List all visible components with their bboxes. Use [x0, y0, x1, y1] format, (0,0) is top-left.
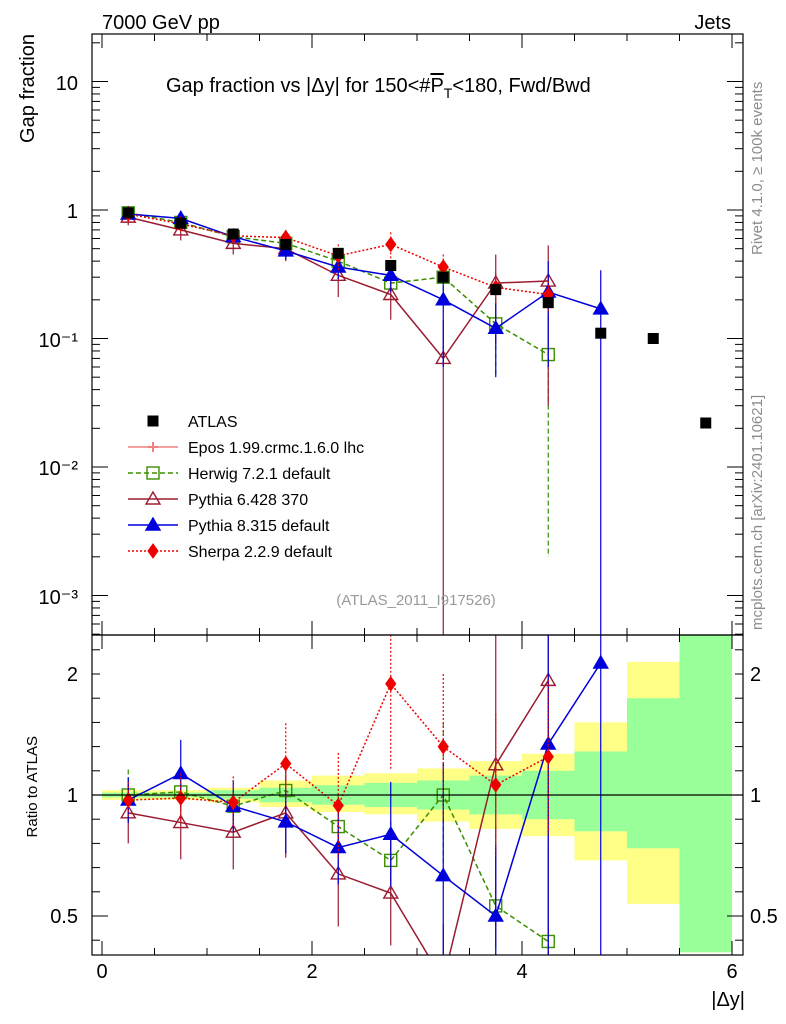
pythia-8-315-default-ratio-point	[277, 813, 294, 828]
pythia-8-315-default-point	[487, 319, 504, 335]
sherpa-2-2-9-default-ratio-point	[332, 797, 344, 814]
legend-marker-pythia-6-428-370	[144, 490, 162, 505]
chart-title: Gap fraction vs |Δy| for 150<#PT<180, Fw…	[166, 75, 591, 101]
sherpa-2-2-9-default-ratio-point	[385, 675, 397, 692]
pythia-8-315-default-ratio-point	[172, 765, 189, 780]
mcplots-source-label: mcplots.cern.ch [arXiv:2401.10621]	[749, 395, 766, 630]
pythia-6-428-370-ratio-point	[436, 974, 450, 986]
atlas-data-point	[647, 333, 659, 344]
atlas-data-point	[175, 217, 187, 229]
legend-label-atlas: ATLAS	[188, 414, 238, 431]
x-tick-label-6: 6	[726, 961, 737, 983]
sherpa-2-2-9-default-ratio-point	[122, 792, 134, 808]
y-tick-label-1e-1: 10⁻¹	[39, 330, 79, 352]
atlas-data-point	[385, 259, 397, 271]
pythia-6-428-370-ratio-point	[225, 823, 242, 838]
pythia-8-315-default-ratio-point	[592, 654, 609, 669]
rivet-version-label: Rivet 4.1.0, ≥ 100k events	[749, 82, 766, 255]
pythia-8-315-default-point	[435, 291, 452, 306]
atlas-data-point	[700, 417, 712, 429]
atlas-data-point	[437, 271, 449, 283]
chart-title-suffix: <180, Fwd/Bwd	[452, 75, 590, 97]
sherpa-2-2-9-default-ratio-point	[542, 748, 554, 765]
header-energy-label: 7000 GeV pp	[102, 12, 220, 34]
pythia-8-315-default-line	[128, 213, 601, 330]
legend-label-herwig: Herwig 7.2.1 default	[188, 466, 331, 483]
y-axis-title-top: Gap fraction	[17, 34, 39, 143]
legend-label-pythia8: Pythia 8.315 default	[188, 518, 330, 535]
legend-marker-sherpa-2-2-9-default	[147, 543, 159, 559]
sherpa-2-2-9-default-point	[385, 236, 397, 253]
sherpa-2-2-9-default-ratio-point	[227, 794, 239, 811]
atlas-data-point	[122, 207, 134, 219]
atlas-data-point	[332, 247, 344, 259]
atlas-data-point	[227, 228, 239, 240]
pythia-8-315-default-ratio-line	[127, 662, 602, 918]
pythia-6-428-370-point	[172, 221, 189, 236]
band-green-bin	[679, 635, 732, 953]
atlas-data-point	[280, 238, 292, 250]
x-tick-label-0: 0	[96, 961, 107, 983]
header-jets-label: Jets	[694, 12, 731, 34]
band-green-bin	[627, 698, 680, 849]
x-tick-label-2: 2	[306, 961, 317, 983]
legend-marker-atlas	[147, 415, 159, 427]
legend	[128, 415, 178, 559]
pythia-6-428-370-ratio-point	[487, 756, 504, 771]
pythia-8-315-default-ratio-point	[540, 735, 557, 750]
pythia-8-315-default-point	[277, 242, 294, 257]
legend-marker-epos-1-99-crmc-1-6-0-lhc	[148, 442, 158, 452]
sherpa-2-2-9-default-ratio-point	[490, 777, 502, 793]
legend-label-sherpa: Sherpa 2.2.9 default	[188, 544, 333, 561]
ratio-tick-label-05-left: 0.5	[50, 906, 78, 928]
pythia-8-315-default-ratio-point	[382, 825, 399, 840]
y-tick-label-1: 1	[67, 201, 78, 223]
pythia-6-428-370-ratio-point	[382, 884, 399, 899]
y-tick-label-1e-2: 10⁻²	[39, 458, 79, 480]
pythia-8-315-default-point	[592, 300, 609, 315]
atlas-data-point	[595, 327, 607, 339]
legend-label-pythia6: Pythia 6.428 370	[188, 492, 308, 509]
chart-title-pt-subscript: T	[444, 85, 453, 101]
x-tick-label-4: 4	[516, 961, 527, 983]
atlas-data-point	[490, 284, 502, 296]
legend-label-epos: Epos 1.99.crmc.1.6.0 lhc	[188, 440, 364, 457]
legend-marker-pythia-8-315-default	[144, 516, 162, 531]
ratio-tick-label-1-left: 1	[67, 785, 78, 807]
legend-marker-herwig-7-2-1-default	[146, 466, 160, 480]
pythia-6-428-370-point	[382, 286, 399, 301]
y-axis-title-ratio: Ratio to ATLAS	[24, 736, 41, 837]
pythia-6-428-370-ratio-point	[172, 814, 189, 829]
ratio-tick-label-2-left: 2	[67, 664, 78, 686]
ratio-tick-label-05-right: 0.5	[750, 906, 778, 928]
pythia-6-428-370-point	[330, 266, 347, 282]
sherpa-2-2-9-default-ratio-point	[437, 738, 449, 755]
x-axis-title: |Δy|	[711, 989, 745, 1011]
axis-ticks	[92, 34, 743, 955]
pythia-8-315-default-ratio-point	[435, 867, 452, 882]
y-tick-label-1e-3: 10⁻³	[39, 587, 79, 609]
ratio-tick-label-1-right: 1	[750, 785, 761, 807]
ratio-uncertainty-band	[102, 635, 732, 953]
y-tick-label-10: 10	[56, 73, 78, 95]
ratio-panel-series	[120, 635, 609, 986]
sherpa-2-2-9-default-ratio-point	[280, 755, 292, 772]
ratio-tick-label-2-right: 2	[750, 664, 761, 686]
atlas-data-points	[122, 207, 712, 429]
analysis-tag: (ATLAS_2011_I917526)	[336, 592, 496, 609]
chart-title-pt: P	[430, 75, 443, 97]
atlas-data-point	[542, 297, 554, 309]
pythia-8-315-default-ratio-point	[487, 907, 504, 922]
pythia-8-315-default-point	[382, 266, 399, 282]
chart-title-prefix: Gap fraction vs |Δy| for 150<#	[166, 75, 431, 97]
